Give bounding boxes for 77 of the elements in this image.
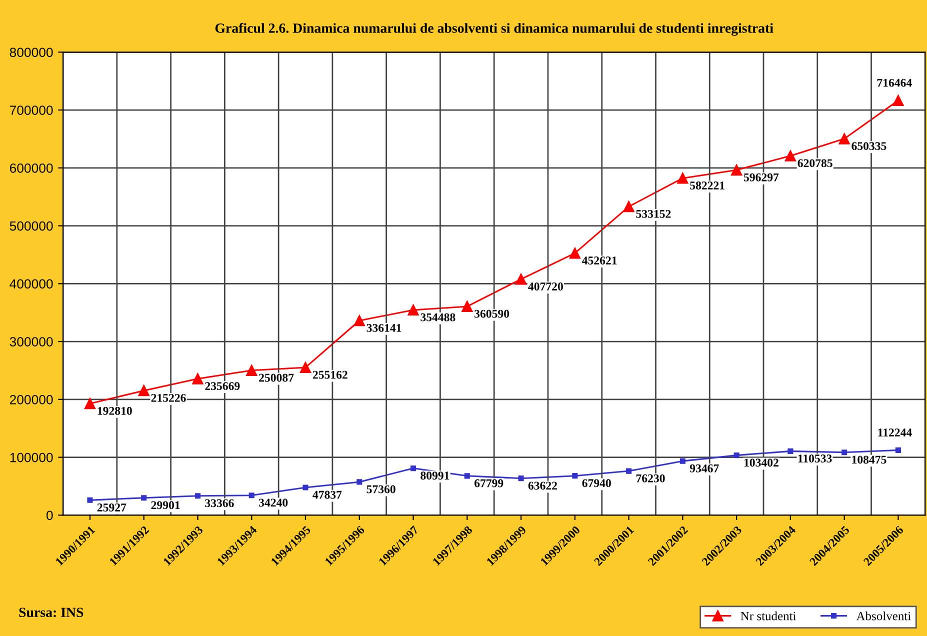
data-label: 80991 bbox=[420, 472, 450, 480]
point bbox=[677, 172, 688, 184]
point bbox=[410, 466, 416, 472]
data-label: 63622 bbox=[528, 482, 557, 490]
y-tick-label: 600000 bbox=[10, 163, 53, 173]
data-label: 582221 bbox=[690, 182, 724, 190]
point bbox=[302, 484, 308, 490]
point bbox=[354, 315, 365, 326]
point bbox=[300, 362, 312, 374]
data-label: 533152 bbox=[636, 210, 671, 218]
y-tick-label: 500000 bbox=[10, 221, 53, 231]
data-label: 33366 bbox=[205, 499, 234, 508]
y-tick-label: 700000 bbox=[10, 106, 53, 115]
point bbox=[246, 364, 258, 376]
point bbox=[515, 274, 527, 285]
data-label: 192810 bbox=[98, 406, 132, 415]
point bbox=[87, 497, 93, 503]
point bbox=[194, 493, 201, 499]
point bbox=[569, 248, 580, 259]
data-label: 235669 bbox=[205, 382, 240, 390]
data-label: 34240 bbox=[259, 498, 288, 507]
point bbox=[734, 452, 740, 458]
point bbox=[838, 133, 850, 144]
point bbox=[572, 473, 578, 479]
data-label: 716464 bbox=[877, 78, 912, 87]
data-label: 620785 bbox=[798, 159, 832, 168]
point bbox=[892, 94, 904, 106]
legend-label: Nr studenti bbox=[740, 612, 796, 620]
data-label: 650335 bbox=[852, 142, 886, 150]
point bbox=[842, 450, 848, 456]
point bbox=[623, 201, 634, 212]
legend-label: Absolventi bbox=[856, 612, 911, 620]
chart-title: Graficul 2.6. Dinamica numarului de absolventi si dinamica numarului de studenti inregistrati bbox=[215, 22, 774, 36]
point bbox=[138, 385, 150, 396]
point bbox=[408, 304, 419, 316]
data-label: 354488 bbox=[420, 313, 456, 322]
data-label: 93467 bbox=[690, 464, 719, 472]
data-label: 110533 bbox=[798, 454, 832, 462]
y-tick-label: 400000 bbox=[10, 279, 53, 289]
text: Sursa: INS bbox=[19, 608, 84, 618]
point bbox=[895, 447, 901, 453]
y-tick-label: 800000 bbox=[10, 48, 53, 58]
data-label: 57360 bbox=[366, 485, 396, 494]
point bbox=[462, 300, 473, 312]
data-label: 215226 bbox=[151, 394, 186, 402]
data-label: 250087 bbox=[259, 374, 294, 382]
point bbox=[248, 492, 254, 498]
point bbox=[84, 398, 96, 410]
point bbox=[784, 150, 796, 162]
data-label: 360590 bbox=[474, 310, 510, 318]
data-label: 67799 bbox=[474, 479, 504, 488]
point bbox=[680, 458, 686, 464]
data-label: 103402 bbox=[744, 458, 778, 467]
point bbox=[192, 373, 204, 384]
data-label: 47837 bbox=[312, 490, 342, 499]
data-label: 108475 bbox=[852, 456, 886, 464]
data-label: 452621 bbox=[582, 256, 617, 264]
point bbox=[141, 495, 147, 501]
y-tick-label: 0 bbox=[46, 510, 53, 520]
point bbox=[518, 476, 524, 482]
point bbox=[356, 479, 362, 485]
data-label: 255162 bbox=[312, 370, 348, 379]
data-label: 112244 bbox=[878, 428, 912, 436]
data-label: 76230 bbox=[636, 474, 665, 482]
y-tick-label: 100000 bbox=[10, 452, 53, 462]
data-label: 25927 bbox=[97, 504, 126, 512]
data-label: 29901 bbox=[151, 501, 180, 510]
point bbox=[626, 468, 632, 474]
point bbox=[464, 473, 470, 479]
data-label: 67940 bbox=[582, 479, 611, 488]
point bbox=[731, 164, 742, 176]
data-label: 336141 bbox=[366, 324, 402, 332]
data-label: 596297 bbox=[744, 173, 779, 182]
y-tick-label: 200000 bbox=[10, 394, 53, 404]
point bbox=[788, 448, 794, 454]
y-tick-label: 300000 bbox=[10, 337, 53, 346]
data-label: 407720 bbox=[528, 282, 563, 290]
